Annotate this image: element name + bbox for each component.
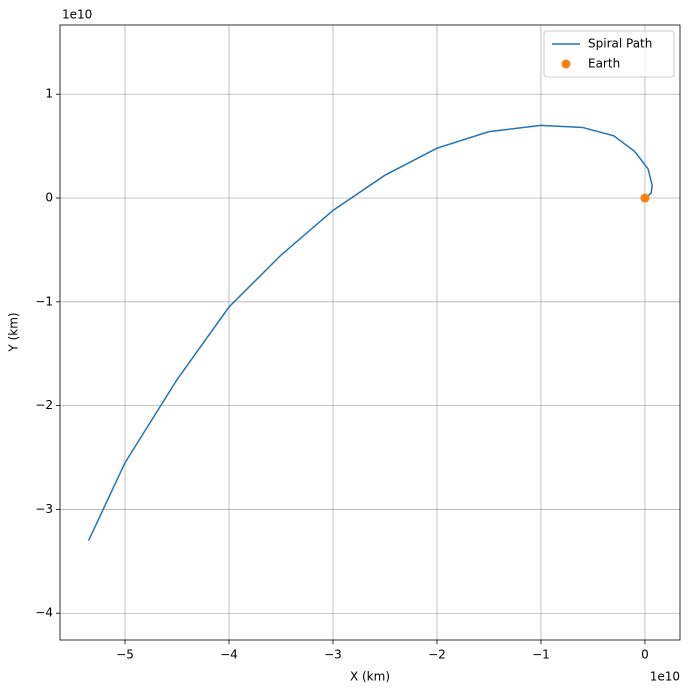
x-tick-label: −1 xyxy=(532,648,550,662)
y-tick-label: 1 xyxy=(45,87,53,101)
marker xyxy=(640,193,650,203)
y-axis-label: Y (km) xyxy=(7,312,21,352)
y-tick-label: −3 xyxy=(35,502,53,516)
plot-frame xyxy=(59,24,681,641)
x-tick-label: −4 xyxy=(220,648,238,662)
line xyxy=(87,124,653,541)
y-offset-label: 1e10 xyxy=(62,8,92,22)
legend-marker xyxy=(561,59,571,69)
x-tick-label: −5 xyxy=(116,648,134,662)
x-tick-label: 0 xyxy=(641,648,649,662)
y-tick-label: −4 xyxy=(35,606,53,620)
x-tick-label: −3 xyxy=(324,648,342,662)
x-axis-label: X (km) xyxy=(350,670,390,684)
y-tick-label: −1 xyxy=(35,294,53,308)
y-tick-label: 0 xyxy=(45,191,53,205)
legend-label: Spiral Path xyxy=(588,37,652,51)
x-tick-label: −2 xyxy=(428,648,446,662)
x-offset-label: 1e10 xyxy=(650,670,680,684)
y-tick-label: −2 xyxy=(35,398,53,412)
legend-box xyxy=(543,30,675,78)
legend-label: Earth xyxy=(588,57,620,71)
